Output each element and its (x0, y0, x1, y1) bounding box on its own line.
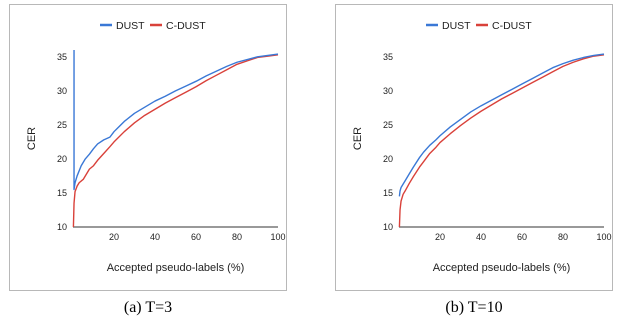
legend-label-dust: DUST (116, 20, 145, 32)
legend-label-c-dust: C-DUST (166, 20, 206, 32)
y-tick-label: 25 (57, 120, 67, 130)
x-tick-label: 20 (109, 232, 119, 242)
x-tick-label: 100 (596, 232, 611, 242)
series-line-dust (73, 50, 279, 191)
x-tick-label: 80 (232, 232, 242, 242)
chart-t10: 10 15 20 25 30 35 20 40 60 80 100 Accepted pseudo-l… (352, 20, 612, 274)
y-tick-label: 15 (57, 188, 67, 198)
y-tick-label: 10 (57, 222, 67, 232)
y-tick-label: 20 (57, 154, 67, 164)
series-line-c-dust (72, 54, 279, 228)
caption-t3: (a) T=3 (123, 299, 173, 316)
x-axis-label: Accepted pseudo-labels (%) (433, 262, 571, 274)
y-tick-label: 35 (57, 52, 67, 62)
y-tick-label: 15 (383, 188, 393, 198)
y-tick-label: 10 (383, 222, 393, 232)
y-tick-label: 35 (383, 52, 393, 62)
y-tick-label: 30 (383, 86, 393, 96)
legend-label-c-dust: C-DUST (492, 20, 532, 32)
y-axis-label: CER (26, 127, 38, 150)
series-line-c-dust (398, 54, 605, 228)
x-tick-label: 40 (476, 232, 486, 242)
y-axis-label: CER (352, 127, 364, 150)
legend-label-dust: DUST (442, 20, 471, 32)
y-tick-label: 20 (383, 154, 393, 164)
x-tick-label: 80 (558, 232, 568, 242)
x-tick-label: 100 (270, 232, 285, 242)
x-tick-label: 60 (517, 232, 527, 242)
chart-panel-t10: 10 15 20 25 30 35 20 40 60 80 100 Accepted pseudo-l… (335, 4, 613, 291)
caption-t10: (b) T=10 (445, 299, 503, 316)
y-tick-label: 25 (383, 120, 393, 130)
x-tick-label: 40 (150, 232, 160, 242)
x-tick-label: 20 (435, 232, 445, 242)
x-tick-label: 60 (191, 232, 201, 242)
x-axis-label: Accepted pseudo-labels (%) (107, 262, 245, 274)
series-line-dust (398, 53, 605, 197)
chart-panel-t3: 10 15 20 25 30 35 20 40 60 80 100 Accepted pseudo-l… (9, 4, 287, 291)
y-tick-label: 30 (57, 86, 67, 96)
chart-t3: 10 15 20 25 30 35 20 40 60 80 100 Accepted pseudo-l… (26, 20, 286, 274)
